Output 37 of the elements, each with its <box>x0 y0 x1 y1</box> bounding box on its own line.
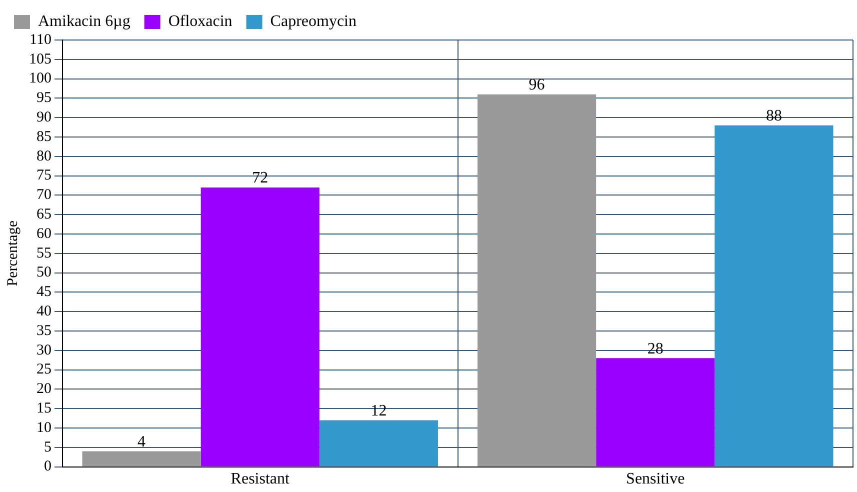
legend-label: Capreomycin <box>270 13 356 30</box>
y-tick-label: 60 <box>36 226 52 242</box>
bar <box>596 358 715 466</box>
y-tick-label: 90 <box>36 110 52 126</box>
bar <box>82 451 201 466</box>
y-tick-label: 50 <box>36 264 52 281</box>
y-tick-label: 110 <box>30 32 52 48</box>
bar <box>319 420 438 466</box>
bar <box>200 187 320 466</box>
data-label: 96 <box>528 76 545 94</box>
y-tick-label: 65 <box>36 206 52 223</box>
y-tick-label: 100 <box>29 70 52 87</box>
y-tick-label: 105 <box>29 51 52 68</box>
y-axis-title: Percentage <box>4 220 21 286</box>
y-tick-label: 0 <box>44 458 52 475</box>
y-tick-label: 75 <box>36 168 52 184</box>
y-tick-label: 20 <box>36 381 52 398</box>
y-tick-label: 80 <box>36 148 52 164</box>
y-tick-label: 25 <box>36 362 52 378</box>
y-tick-label: 45 <box>36 284 52 300</box>
bar <box>478 94 596 466</box>
y-tick-label: 15 <box>36 400 52 417</box>
legend-label: Ofloxacin <box>168 13 232 30</box>
y-tick-label: 70 <box>36 187 52 204</box>
data-label: 4 <box>138 433 146 450</box>
y-tick-label: 5 <box>44 439 52 456</box>
y-tick-label: 95 <box>36 90 52 106</box>
legend-label: Amikacin 6µg <box>38 13 130 30</box>
y-tick-label: 35 <box>36 322 52 339</box>
y-tick-label: 40 <box>36 304 52 320</box>
x-tick-label: Resistant <box>230 470 290 488</box>
y-tick-label: 55 <box>36 245 52 262</box>
y-tick-label: 10 <box>36 420 52 436</box>
y-tick-label: 30 <box>36 342 52 358</box>
y-tick-label: 85 <box>36 128 52 145</box>
bar <box>714 125 834 466</box>
x-tick-label: Sensitive <box>626 470 685 488</box>
